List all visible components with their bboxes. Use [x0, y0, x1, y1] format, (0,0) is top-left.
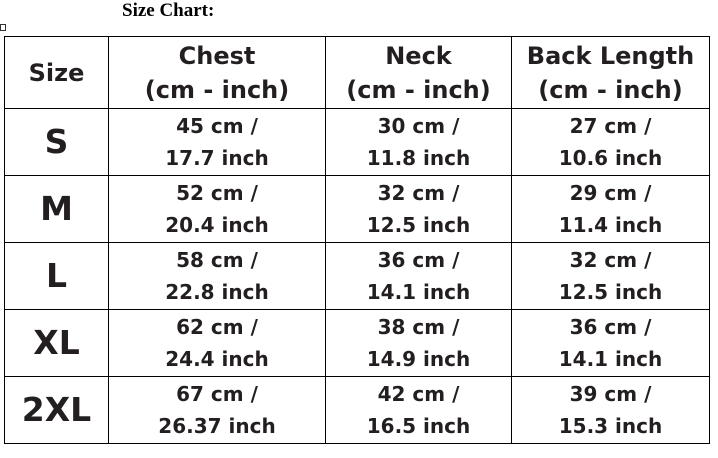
- back-cell: 27 cm / 10.6 inch: [511, 108, 710, 176]
- neck-cell: 30 cm / 11.8 inch: [325, 108, 512, 176]
- neck-cell: 36 cm / 14.1 inch: [325, 242, 512, 310]
- cm-value: 32 cm /: [377, 181, 460, 205]
- inch-value: 17.7 inch: [165, 146, 269, 170]
- inch-value: 15.3 inch: [558, 414, 663, 438]
- cm-value: 38 cm /: [377, 315, 460, 339]
- header-unit: (cm - inch): [538, 75, 683, 104]
- cm-value: 62 cm /: [176, 315, 258, 339]
- back-cell: 32 cm / 12.5 inch: [511, 242, 710, 310]
- chest-cell: 52 cm / 20.4 inch: [108, 175, 326, 243]
- inch-value: 11.8 inch: [366, 146, 471, 170]
- cm-value: 36 cm /: [377, 248, 460, 272]
- page-title: Size Chart:: [122, 0, 215, 21]
- cm-value: 32 cm /: [569, 248, 652, 272]
- inch-value: 14.9 inch: [366, 347, 471, 371]
- cm-value: 45 cm /: [176, 114, 258, 138]
- cm-value: 42 cm /: [377, 382, 460, 406]
- size-cell: L: [4, 242, 109, 310]
- header-back-length: Back Length (cm - inch): [511, 36, 710, 109]
- table-move-handle[interactable]: [0, 24, 6, 31]
- size-cell: S: [4, 108, 109, 176]
- neck-cell: 32 cm / 12.5 inch: [325, 175, 512, 243]
- table-row: XL 62 cm / 24.4 inch 38 cm / 14.9 inch 36 cm …: [4, 309, 710, 377]
- inch-value: 22.8 inch: [165, 280, 269, 304]
- chest-cell: 67 cm / 26.37 inch: [108, 376, 326, 444]
- cm-value: 67 cm /: [176, 382, 258, 406]
- chest-cell: 62 cm / 24.4 inch: [108, 309, 326, 377]
- inch-value: 26.37 inch: [158, 414, 276, 438]
- header-label: Neck: [385, 41, 452, 70]
- cm-value: 29 cm /: [569, 181, 652, 205]
- back-cell: 29 cm / 11.4 inch: [511, 175, 710, 243]
- header-chest: Chest (cm - inch): [108, 36, 326, 109]
- inch-value: 20.4 inch: [165, 213, 269, 237]
- inch-value: 11.4 inch: [558, 213, 663, 237]
- back-cell: 39 cm / 15.3 inch: [511, 376, 710, 444]
- size-cell: M: [4, 175, 109, 243]
- inch-value: 10.6 inch: [558, 146, 663, 170]
- inch-value: 12.5 inch: [366, 213, 471, 237]
- size-chart-table: Size Chest (cm - inch) Neck (cm - inch) Ba…: [4, 36, 710, 444]
- cm-value: 30 cm /: [377, 114, 460, 138]
- inch-value: 14.1 inch: [366, 280, 471, 304]
- chest-cell: 58 cm / 22.8 inch: [108, 242, 326, 310]
- inch-value: 14.1 inch: [558, 347, 663, 371]
- header-label: Chest: [178, 41, 256, 70]
- inch-value: 16.5 inch: [366, 414, 471, 438]
- table-row: M 52 cm / 20.4 inch 32 cm / 12.5 inch 29 cm /…: [4, 175, 710, 243]
- header-label: Size: [28, 58, 85, 87]
- table-row: S 45 cm / 17.7 inch 30 cm / 11.8 inch 27 cm /…: [4, 108, 710, 176]
- table-row: L 58 cm / 22.8 inch 36 cm / 14.1 inch 32 cm /…: [4, 242, 710, 310]
- chest-cell: 45 cm / 17.7 inch: [108, 108, 326, 176]
- size-cell: 2XL: [4, 376, 109, 444]
- cm-value: 36 cm /: [569, 315, 652, 339]
- cm-value: 39 cm /: [569, 382, 652, 406]
- size-cell: XL: [4, 309, 109, 377]
- cm-value: 58 cm /: [176, 248, 258, 272]
- header-unit: (cm - inch): [346, 75, 491, 104]
- neck-cell: 38 cm / 14.9 inch: [325, 309, 512, 377]
- header-row: Size Chest (cm - inch) Neck (cm - inch) Ba…: [4, 36, 710, 109]
- cm-value: 27 cm /: [569, 114, 652, 138]
- header-unit: (cm - inch): [144, 75, 290, 104]
- cm-value: 52 cm /: [176, 181, 258, 205]
- inch-value: 24.4 inch: [165, 347, 269, 371]
- neck-cell: 42 cm / 16.5 inch: [325, 376, 512, 444]
- header-neck: Neck (cm - inch): [325, 36, 512, 109]
- inch-value: 12.5 inch: [558, 280, 663, 304]
- back-cell: 36 cm / 14.1 inch: [511, 309, 710, 377]
- table-row: 2XL 67 cm / 26.37 inch 42 cm / 16.5 inch 39 c…: [4, 376, 710, 444]
- header-size: Size: [4, 36, 109, 109]
- header-label: Back Length: [526, 41, 695, 70]
